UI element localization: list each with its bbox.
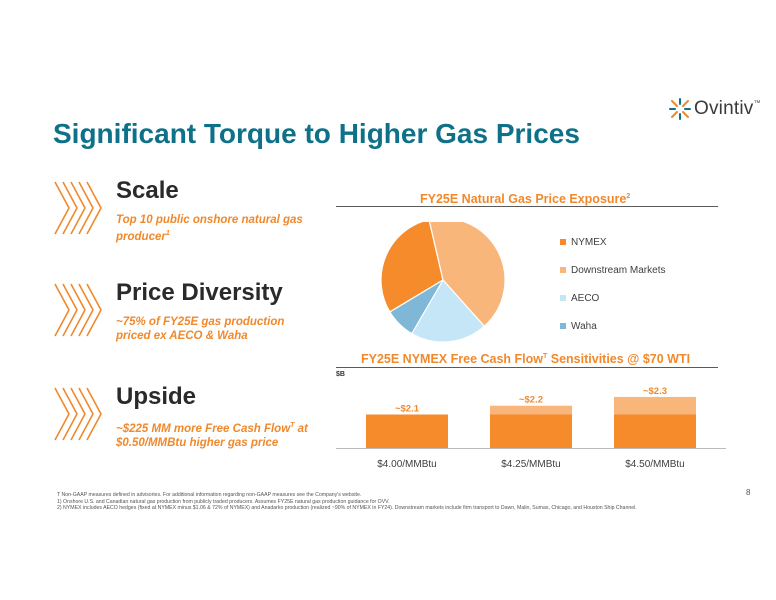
legend-swatch (560, 295, 566, 301)
legend-label: AECO (571, 292, 600, 304)
page-title: Significant Torque to Higher Gas Prices (53, 118, 580, 149)
bar-category-label: $4.50/MMBtu (625, 459, 684, 470)
pie-slice-downstream (428, 222, 506, 328)
pie-slice-aeco (410, 278, 486, 342)
pillar-heading: Price Diversity (116, 279, 283, 306)
bar-base (366, 414, 448, 448)
logo-text: Ovintiv (694, 98, 754, 119)
legend-swatch (560, 267, 566, 273)
bar-increment (490, 405, 572, 415)
bar-base (490, 414, 572, 448)
legend-swatch (560, 323, 566, 329)
pillar-scale: Scale Top 10 public onshore natural gas … (53, 177, 323, 260)
page-number: 8 (746, 488, 751, 497)
footnote: 1) Onshore U.S. and Canadian natural gas… (57, 498, 390, 505)
bar-category-label: $4.00/MMBtu (377, 459, 436, 470)
bar-category-label: $4.25/MMBtu (501, 459, 560, 470)
pie-chart (380, 222, 506, 342)
pillar-subtitle: ~75% of FY25E gas production priced ex A… (116, 316, 285, 342)
pie-slice-nymex (380, 222, 444, 313)
bar-data-label: ~$2.3 (643, 386, 667, 397)
footnote: T Non-GAAP measures defined in advisorie… (57, 492, 362, 498)
chevrons-icon (54, 181, 102, 235)
logo-mark-icon (669, 98, 691, 120)
pillar-subtitle: Top 10 public onshore natural gas produc… (116, 214, 303, 243)
footnotes: T Non-GAAP measures defined in advisorie… (57, 492, 747, 512)
legend-swatch (560, 239, 566, 245)
logo-trademark: ™ (753, 100, 761, 107)
chevrons-icon (54, 387, 102, 441)
legend-label: NYMEX (571, 236, 607, 248)
legend-label: Downstream Markets (571, 264, 666, 276)
pillar-price-diversity: Price Diversity ~75% of FY25E gas produc… (53, 279, 323, 362)
pillar-subtitle: ~$225 MM more Free Cash FlowT at $0.50/M… (116, 422, 308, 449)
pillar-upside: Upside ~$225 MM more Free Cash FlowT at … (53, 383, 323, 466)
pillar-heading: Upside (116, 383, 197, 410)
pie-title-rule (336, 206, 718, 207)
pillar-heading: Scale (116, 177, 179, 204)
pie-chart-title: FY25E Natural Gas Price Exposure2 (420, 192, 631, 206)
bar-data-label: ~$2.1 (395, 404, 420, 415)
legend-item-aeco: AECO (560, 284, 665, 312)
bar-chart: ~$2.1 $4.00/MMBtu ~$2.2 $4.25/MMBtu ~$2.3 $4.… (336, 386, 726, 470)
bar-title-rule (336, 367, 718, 368)
bar-unit-label: $B (336, 371, 345, 378)
legend-item-waha: Waha (560, 312, 665, 340)
legend-label: Waha (571, 320, 597, 332)
legend-item-downstream: Downstream Markets (560, 256, 665, 284)
chevrons-icon (54, 283, 102, 337)
footnote: 2) NYMEX includes AECO hedges (fixed at … (57, 505, 637, 511)
legend-item-nymex: NYMEX (560, 228, 665, 256)
pie-slice-waha (389, 279, 444, 335)
bar-chart-title: FY25E NYMEX Free Cash FlowT Sensitivitie… (361, 352, 691, 366)
bar-base (614, 414, 696, 448)
company-logo: Ovintiv ™ (669, 98, 760, 120)
bar-data-label: ~$2.2 (519, 395, 543, 406)
pie-legend: NYMEX Downstream Markets AECO Waha (560, 228, 665, 340)
bar-increment (614, 396, 696, 415)
